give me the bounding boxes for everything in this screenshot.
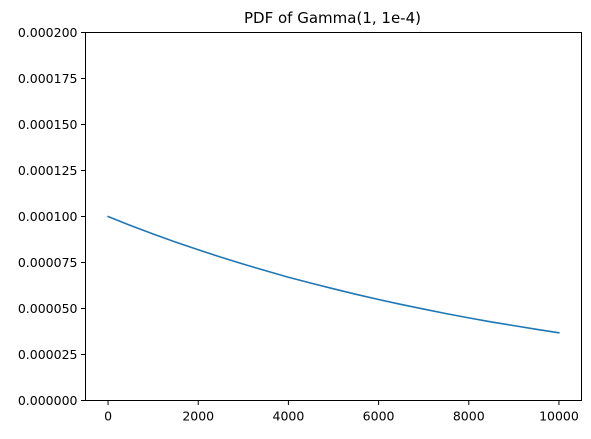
chart-title: PDF of Gamma(1, 1e-4) (244, 9, 421, 27)
y-tick-label: 0.000025 (18, 347, 78, 362)
x-axis: 0 2000 4000 6000 8000 10000 (104, 400, 579, 424)
x-tick-label: 2000 (182, 409, 214, 424)
y-tick-label: 0.000150 (18, 117, 78, 132)
y-tick-label: 0.000050 (18, 301, 78, 316)
x-tick-label: 0 (104, 409, 112, 424)
x-tick-label: 6000 (363, 409, 395, 424)
y-tick-label: 0.000175 (18, 71, 78, 86)
y-tick-label: 0.000000 (18, 393, 78, 408)
y-tick-label: 0.000125 (18, 163, 78, 178)
series-line-gamma-pdf (107, 215, 560, 334)
x-tick-label: 8000 (453, 409, 485, 424)
x-tick-label: 10000 (539, 409, 579, 424)
y-tick-label: 0.000075 (18, 255, 78, 270)
y-tick-label: 0.000200 (18, 25, 78, 40)
x-tick-label: 4000 (273, 409, 305, 424)
y-tick-label: 0.000100 (18, 209, 78, 224)
plot-area-frame (85, 32, 582, 401)
y-axis: 0.000000 0.000025 0.000050 0.000075 0.000100… (18, 25, 86, 408)
